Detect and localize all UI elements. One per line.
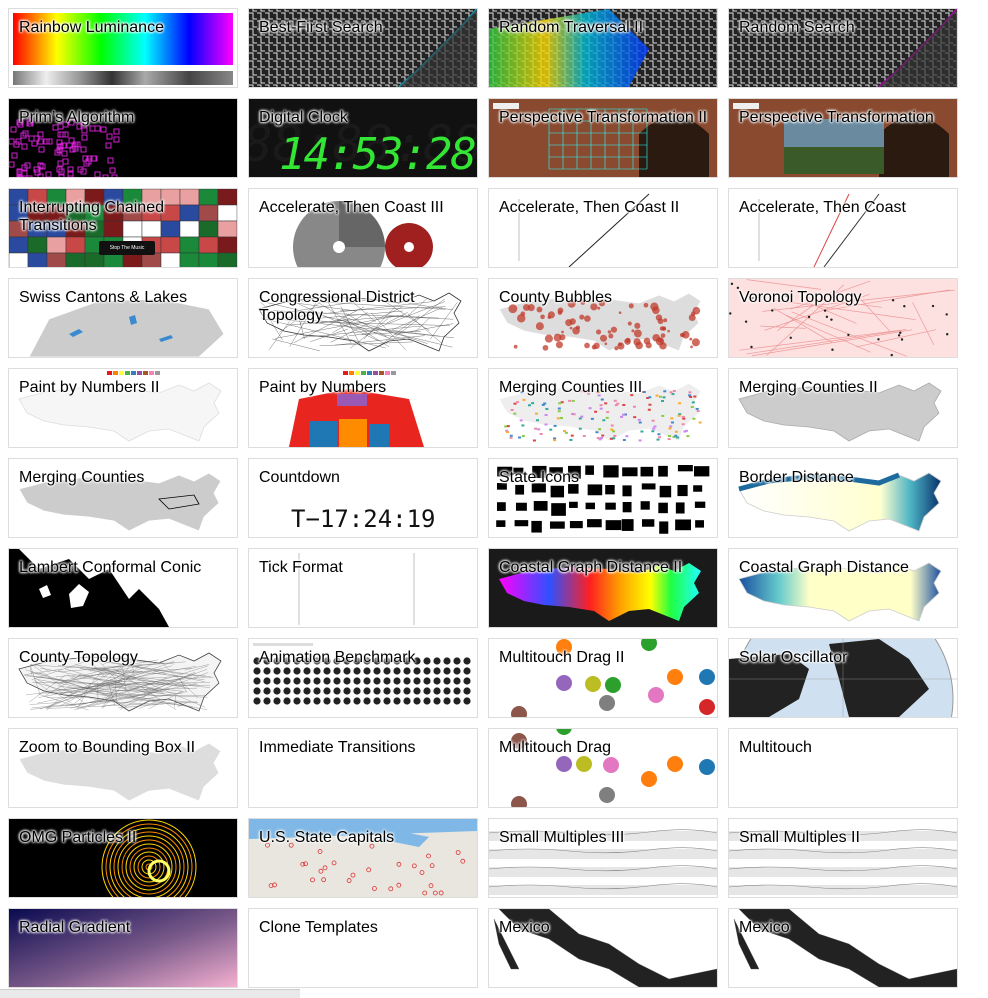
tile-title[interactable]: County Bubbles (499, 289, 709, 307)
tile-title[interactable]: Coastal Graph Distance (739, 559, 949, 577)
tile-title[interactable]: Best-First Search (259, 19, 469, 37)
clock-readout: 14:53:28 (279, 129, 475, 178)
gallery-tile[interactable]: Voronoi Topology (728, 278, 958, 358)
tile-title[interactable]: Perspective Transformation II (499, 109, 709, 127)
gallery-tile[interactable]: T−17:24:19 Countdown (248, 458, 478, 538)
tile-title[interactable]: Solar Oscillator (739, 649, 949, 667)
gallery-tile[interactable]: Small Multiples II (728, 818, 958, 898)
tile-title[interactable]: Accelerate, Then Coast III (259, 199, 469, 217)
tile-title[interactable]: U.S. State Capitals (259, 829, 469, 847)
gallery-tile[interactable]: Zoom to Bounding Box II (8, 728, 238, 808)
countdown-readout: T−17:24:19 (291, 505, 436, 533)
tile-title[interactable]: Mexico (499, 919, 709, 937)
gallery-tile[interactable]: Rainbow Luminance (8, 8, 238, 88)
tile-title[interactable]: Mexico (739, 919, 949, 937)
gallery-tile[interactable]: Accelerate, Then Coast III (248, 188, 478, 268)
gallery-tile[interactable]: Perspective Transformation II (488, 98, 718, 178)
tile-title[interactable]: Coastal Graph Distance II (499, 559, 709, 577)
gallery-tile[interactable]: Lambert Conformal Conic (8, 548, 238, 628)
gallery-tile[interactable]: Accelerate, Then Coast II (488, 188, 718, 268)
gallery-tile[interactable]: Solar Oscillator (728, 638, 958, 718)
tile-title[interactable]: Small Multiples III (499, 829, 709, 847)
gallery-tile[interactable]: Random Traversal II (488, 8, 718, 88)
gallery-tile[interactable]: State Icons (488, 458, 718, 538)
tile-title[interactable]: Paint by Numbers II (19, 379, 229, 397)
tile-title[interactable]: Clone Templates (259, 919, 469, 937)
tile-title[interactable]: Prim’s Algorithm (19, 109, 229, 127)
tile-title[interactable]: Rainbow Luminance (19, 19, 229, 37)
gallery-tile[interactable]: Random Search (728, 8, 958, 88)
gallery-tile[interactable]: Mexico (728, 908, 958, 988)
tile-title[interactable]: Interrupting Chained Transitions (19, 199, 229, 235)
tile-title[interactable]: Immediate Transitions (259, 739, 469, 757)
gallery-tile[interactable]: Best-First Search (248, 8, 478, 88)
gallery-tile[interactable]: County Bubbles (488, 278, 718, 358)
gallery-tile[interactable]: Multitouch (728, 728, 958, 808)
gallery-tile[interactable]: U.S. State Capitals (248, 818, 478, 898)
tile-title[interactable]: Lambert Conformal Conic (19, 559, 229, 577)
gallery-tile[interactable]: OMG Particles II (8, 818, 238, 898)
gallery-tile[interactable]: Mexico (488, 908, 718, 988)
tile-title[interactable]: Animation Benchmark (259, 649, 469, 667)
gallery-tile[interactable]: Paint by Numbers (248, 368, 478, 448)
tile-title[interactable]: Merging Counties III (499, 379, 709, 397)
tile-title[interactable]: Tick Format (259, 559, 469, 577)
gallery-tile[interactable]: Swiss Cantons & Lakes (8, 278, 238, 358)
gallery-tile[interactable]: Merging Counties III (488, 368, 718, 448)
tile-title[interactable]: Border Distance (739, 469, 949, 487)
tile-title[interactable]: Digital Clock (259, 109, 469, 127)
tile-title[interactable]: Swiss Cantons & Lakes (19, 289, 229, 307)
gallery-tile[interactable]: Multitouch Drag (488, 728, 718, 808)
tile-title[interactable]: Multitouch Drag (499, 739, 709, 757)
gallery-tile[interactable]: Small Multiples III (488, 818, 718, 898)
tile-title[interactable]: Merging Counties II (739, 379, 949, 397)
tile-title[interactable]: Merging Counties (19, 469, 229, 487)
tile-title[interactable]: Random Search (739, 19, 949, 37)
gallery-tile[interactable]: Accelerate, Then Coast (728, 188, 958, 268)
gallery-tile[interactable]: Coastal Graph Distance (728, 548, 958, 628)
gallery-tile[interactable]: Stop The Music Interrupting Chained Trans… (8, 188, 238, 268)
gallery-tile[interactable]: Prim’s Algorithm (8, 98, 238, 178)
tile-title[interactable]: County Topology (19, 649, 229, 667)
gallery-tile[interactable]: Immediate Transitions (248, 728, 478, 808)
gallery-tile[interactable]: Perspective Transformation (728, 98, 958, 178)
gallery-tile[interactable]: Multitouch Drag II (488, 638, 718, 718)
tile-title[interactable]: Radial Gradient (19, 919, 229, 937)
tile-title[interactable]: Voronoi Topology (739, 289, 949, 307)
gallery-tile[interactable]: Merging Counties (8, 458, 238, 538)
tile-title[interactable]: Countdown (259, 469, 469, 487)
gallery-tile[interactable]: County Topology (8, 638, 238, 718)
gallery-tile[interactable]: Paint by Numbers II (8, 368, 238, 448)
tile-title[interactable]: State Icons (499, 469, 709, 487)
tile-title[interactable]: Accelerate, Then Coast II (499, 199, 709, 217)
tile-title[interactable]: Multitouch Drag II (499, 649, 709, 667)
gallery-tile[interactable]: Tick Format (248, 548, 478, 628)
tile-title[interactable]: Multitouch (739, 739, 949, 757)
gallery-tile[interactable]: Congressional District Topology (248, 278, 478, 358)
tile-title[interactable]: Perspective Transformation (739, 109, 949, 127)
tile-title[interactable]: Zoom to Bounding Box II (19, 739, 229, 757)
gallery-tile[interactable]: Border Distance (728, 458, 958, 538)
gallery-tile[interactable]: Merging Counties II (728, 368, 958, 448)
tile-title[interactable]: Accelerate, Then Coast (739, 199, 949, 217)
tile-title[interactable]: Congressional District Topology (259, 289, 469, 325)
tile-title[interactable]: Paint by Numbers (259, 379, 469, 397)
gallery-tile[interactable]: Radial Gradient (8, 908, 238, 988)
tile-title[interactable]: Small Multiples II (739, 829, 949, 847)
gallery-tile[interactable]: Coastal Graph Distance II (488, 548, 718, 628)
tile-title[interactable]: Random Traversal II (499, 19, 709, 37)
gallery-tile[interactable]: Animation Benchmark (248, 638, 478, 718)
tile-title[interactable]: OMG Particles II (19, 829, 229, 847)
gallery-tile[interactable]: Clone Templates (248, 908, 478, 988)
stop-music-button[interactable]: Stop The Music (99, 241, 155, 255)
